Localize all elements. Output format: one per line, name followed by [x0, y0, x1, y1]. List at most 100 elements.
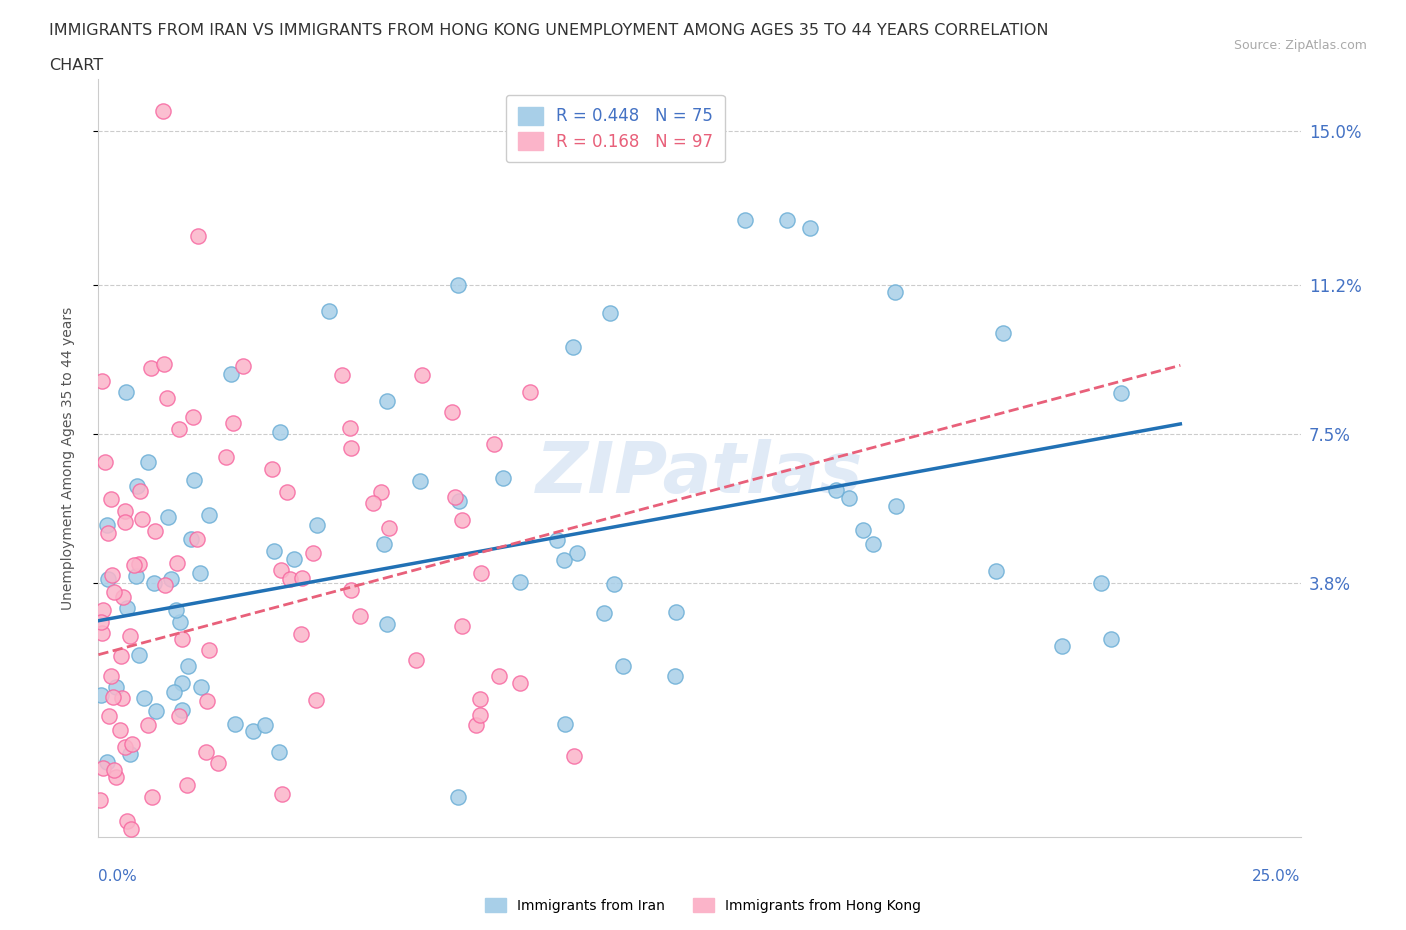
Point: [276, 485, 298, 499]
Point: [111, 691, 134, 706]
Point: [115, 385, 138, 400]
Point: [139, 888, 162, 903]
Point: [145, 524, 167, 538]
Point: [115, 814, 138, 829]
Point: [167, 421, 190, 436]
Point: [104, 769, 127, 784]
Point: [271, 787, 294, 802]
Point: [122, 557, 145, 572]
Point: [232, 359, 254, 374]
Point: [197, 508, 219, 523]
Point: [447, 494, 470, 509]
Point: [190, 680, 212, 695]
Text: ZIPatlas: ZIPatlas: [536, 439, 863, 508]
Point: [291, 571, 314, 586]
Point: [464, 717, 486, 732]
Point: [121, 737, 143, 751]
Point: [565, 545, 588, 560]
Point: [176, 777, 198, 792]
Point: [304, 693, 326, 708]
Point: [562, 749, 585, 764]
Point: [603, 577, 626, 591]
Point: [228, 843, 250, 857]
Point: [482, 437, 505, 452]
Point: [156, 391, 179, 405]
Point: [375, 393, 398, 408]
Point: [101, 568, 124, 583]
Point: [441, 405, 464, 420]
Point: [90, 374, 112, 389]
Legend: Immigrants from Iran, Immigrants from Hong Kong: Immigrants from Iran, Immigrants from Ho…: [479, 893, 927, 919]
Point: [1050, 639, 1073, 654]
Point: [138, 856, 160, 870]
Point: [183, 472, 205, 487]
Point: [145, 703, 167, 718]
Point: [283, 551, 305, 566]
Point: [318, 303, 340, 318]
Point: [187, 229, 209, 244]
Point: [340, 440, 363, 455]
Point: [132, 691, 155, 706]
Point: [553, 552, 575, 567]
Point: [94, 854, 117, 869]
Point: [101, 690, 124, 705]
Point: [103, 763, 125, 777]
Point: [98, 709, 121, 724]
Point: [852, 522, 875, 537]
Point: [278, 572, 301, 587]
Point: [91, 761, 114, 776]
Point: [799, 220, 821, 235]
Point: [152, 104, 174, 119]
Point: [592, 605, 614, 620]
Point: [519, 384, 541, 399]
Point: [612, 658, 634, 673]
Point: [599, 305, 621, 320]
Point: [825, 483, 848, 498]
Point: [167, 709, 190, 724]
Point: [215, 450, 238, 465]
Point: [451, 618, 474, 633]
Point: [665, 604, 688, 619]
Point: [90, 625, 112, 640]
Point: [411, 367, 433, 382]
Point: [197, 694, 219, 709]
Point: [183, 409, 205, 424]
Point: [117, 601, 139, 616]
Point: [290, 627, 312, 642]
Point: [165, 603, 187, 618]
Point: [166, 555, 188, 570]
Text: 0.0%: 0.0%: [98, 870, 138, 884]
Text: 25.0%: 25.0%: [1253, 870, 1301, 884]
Point: [89, 793, 111, 808]
Point: [153, 578, 176, 592]
Point: [361, 496, 384, 511]
Point: [546, 532, 568, 547]
Point: [562, 340, 585, 355]
Point: [94, 454, 117, 469]
Point: [120, 629, 142, 644]
Point: [1109, 385, 1132, 400]
Point: [96, 518, 118, 533]
Point: [153, 357, 176, 372]
Point: [221, 366, 243, 381]
Point: [112, 589, 135, 604]
Point: [330, 367, 353, 382]
Point: [141, 361, 163, 376]
Point: [883, 285, 905, 299]
Point: [470, 691, 492, 706]
Point: [114, 514, 136, 529]
Point: [470, 708, 492, 723]
Point: [263, 543, 285, 558]
Point: [100, 491, 122, 506]
Point: [97, 525, 120, 540]
Point: [269, 424, 291, 439]
Point: [125, 569, 148, 584]
Point: [170, 703, 193, 718]
Point: [509, 575, 531, 590]
Point: [986, 564, 1008, 578]
Point: [97, 571, 120, 586]
Point: [180, 532, 202, 547]
Point: [340, 582, 363, 597]
Point: [100, 669, 122, 684]
Point: [302, 545, 325, 560]
